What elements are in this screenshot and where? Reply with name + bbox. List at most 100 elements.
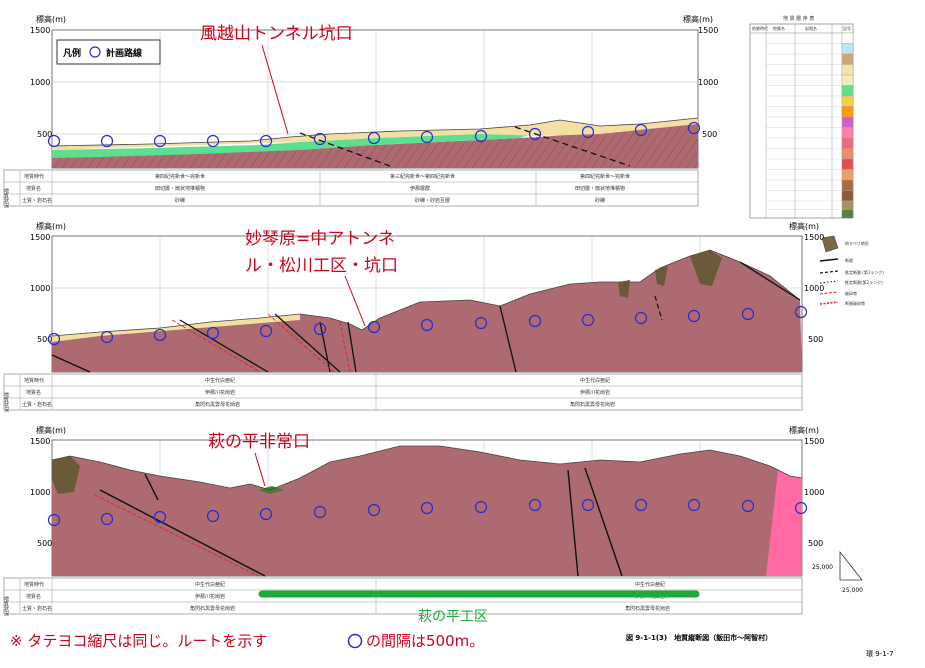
y-tick: 1500: [30, 437, 50, 446]
row-label: 地質名: [26, 389, 41, 396]
route-circles-3: [47, 498, 808, 527]
cell: 中生代白亜紀: [205, 377, 235, 384]
y-tick-1500-right: 1500: [698, 26, 718, 35]
cell: 砂礫: [595, 197, 605, 204]
y-tick: 1500: [804, 437, 824, 446]
fault-fracture-zone-icon: [819, 301, 839, 305]
inferred-fault-2-icon: [819, 280, 839, 284]
landslide-symbol-icon: [821, 235, 839, 253]
cell: 角閃石黒雲母花崗岩: [195, 401, 240, 408]
cell: 伊那層群: [410, 185, 430, 192]
table-1-side: 地質状況: [3, 187, 9, 209]
callout-leader-1: [261, 44, 289, 135]
cell: 中生代白亜紀: [195, 581, 225, 588]
fracture-zones-3: [94, 494, 259, 577]
scale-triangle-icon: [839, 550, 863, 581]
pink-rock-3: [766, 470, 802, 576]
y-tick: 1500: [30, 233, 50, 242]
y-axis-label-left: 標高(m): [36, 14, 66, 24]
panel-2: 標高(m) 標高(m) 1500 1000 500 1500 1000 500: [3, 221, 824, 413]
bedrock-hatched: [52, 122, 698, 168]
granite-body-2: [52, 250, 802, 372]
header: 岩相名: [805, 25, 817, 31]
geology-table-3: 地質状況 地質時代 地質名 土質・岩石名 中生代白亜紀 中生代白亜紀 伊那川花崗…: [3, 577, 803, 617]
legend-item: 地すべり地形: [845, 240, 869, 246]
geology-table-2: 地質状況 地質時代 地質名 土質・岩石名 中生代白亜紀 中生代白亜紀 伊那川花崗…: [3, 373, 803, 413]
cell: 角閃石黒雲母花崗岩: [570, 401, 615, 408]
y-tick: 1000: [804, 488, 824, 497]
cell: 中生代白亜紀: [635, 581, 665, 588]
row-label: 地質時代: [24, 581, 44, 588]
legend-item: 破砕帯: [845, 290, 857, 296]
geology-table-1: 地質状況 地質時代 地質名 土質・岩石名 第四紀完新世～完新世 第三紀完新世～第…: [3, 169, 699, 209]
callout-leader-3: [254, 452, 266, 487]
symbol-legend: 地すべり地形 断層 推定断層 (第1ランク) 推定断層(第2ランク) 破砕帯 断…: [819, 235, 884, 306]
faults-2: [51, 261, 801, 373]
fracture-zones-2: [171, 313, 351, 373]
row-label: 土質・岩石名: [22, 401, 52, 408]
cell: 伊那川花崗岩: [205, 389, 235, 396]
scale-horizontal: 25,000: [842, 587, 863, 594]
footnote-suffix: の間隔は500m。: [366, 632, 484, 650]
cell: 伊那川花崗岩: [195, 593, 225, 600]
footnote-circle-icon: [347, 633, 363, 649]
y-tick: 1000: [30, 284, 50, 293]
cell: 角閃石黒雲母花崗岩: [190, 605, 235, 612]
legend-title: 凡例: [62, 47, 81, 59]
stratigraphy-table: 地 質 層 序 表 地質時代 地質名 岩相名 記号: [749, 15, 854, 219]
cell: 第三紀完新世～第四紀完新世: [390, 173, 455, 180]
table-2-side: 地質状況: [3, 391, 9, 413]
y-axis-label-right-3: 標高(m): [789, 425, 819, 435]
y-tick: 1500: [804, 233, 824, 242]
cell: 砂礫: [175, 197, 185, 204]
y-tick: 500: [37, 335, 52, 344]
route-legend: 凡例 計画路線: [56, 39, 161, 65]
panel-1: 標高(m) 標高(m) 1500 1000 500 1500 1000 500 …: [3, 14, 718, 209]
inferred-faults-2: [654, 295, 663, 321]
figure-caption: 図 9-1-1(3) 地質縦断図（飯田市～阿智村）: [626, 633, 772, 642]
y-axis-label-right: 標高(m): [683, 14, 713, 24]
y-tick: 500: [37, 539, 52, 548]
cell: 第四紀完新世～完新世: [580, 173, 630, 180]
callout-haginotaira: 萩の平非常口: [208, 432, 310, 452]
y-tick-500: 500: [37, 130, 52, 139]
green-layer: [52, 131, 540, 158]
sand-surface-layer: [52, 118, 698, 150]
y-axis-label-left-2: 標高(m): [36, 221, 66, 231]
cell: 中生代白亜紀: [580, 377, 610, 384]
legend-item: 推定断層 (第1ランク): [845, 269, 884, 275]
route-circles-2: [47, 305, 808, 346]
cell: 田切層・扇状地堆積物: [575, 185, 625, 192]
y-tick: 1000: [804, 284, 824, 293]
callout-myokingahara-2: ル・松川工区・坑口: [245, 256, 398, 276]
y-tick: 500: [808, 335, 823, 344]
y-tick-1500: 1500: [30, 26, 50, 35]
cell: 田切層・扇状地堆積物: [155, 185, 205, 192]
legend-route-circle: [89, 46, 101, 58]
legend-item: 断層: [845, 257, 853, 263]
y-axis-label-left-3: 標高(m): [36, 425, 66, 435]
row-label: 地質名: [26, 593, 41, 600]
y-tick-1000-right: 1000: [698, 78, 718, 87]
haginotaira-section-label: 萩の平工区: [418, 609, 488, 625]
ground-surface-3: [51, 445, 803, 491]
panel-3: 標高(m) 標高(m) 1500 1000 500 1500 1000 500: [3, 425, 824, 625]
y-axis-label-right-2: 標高(m): [789, 221, 819, 231]
stratigraphy-row-lines: [766, 43, 853, 210]
header: 地質時代: [752, 25, 768, 31]
row-label: 土質・岩石名: [22, 605, 52, 612]
faults-3: [99, 467, 623, 577]
granite-body-3: [52, 446, 802, 576]
landslide-body-3: [52, 456, 80, 494]
header: 地質名: [773, 25, 785, 31]
y-tick-500-right: 500: [702, 130, 717, 139]
ground-surface: [51, 117, 699, 147]
sand-cover-2: [52, 314, 300, 342]
callout-leader-2: [344, 275, 366, 327]
row-label-rock: 土質・岩石名: [22, 197, 52, 204]
row-label-name: 地質名: [26, 185, 41, 192]
legend-item: 推定断層(第2ランク): [845, 279, 883, 285]
cell: 砂礫・砂岩互層: [415, 197, 450, 204]
header: 記号: [843, 25, 851, 31]
scale-vertical: 25,000: [812, 564, 833, 571]
